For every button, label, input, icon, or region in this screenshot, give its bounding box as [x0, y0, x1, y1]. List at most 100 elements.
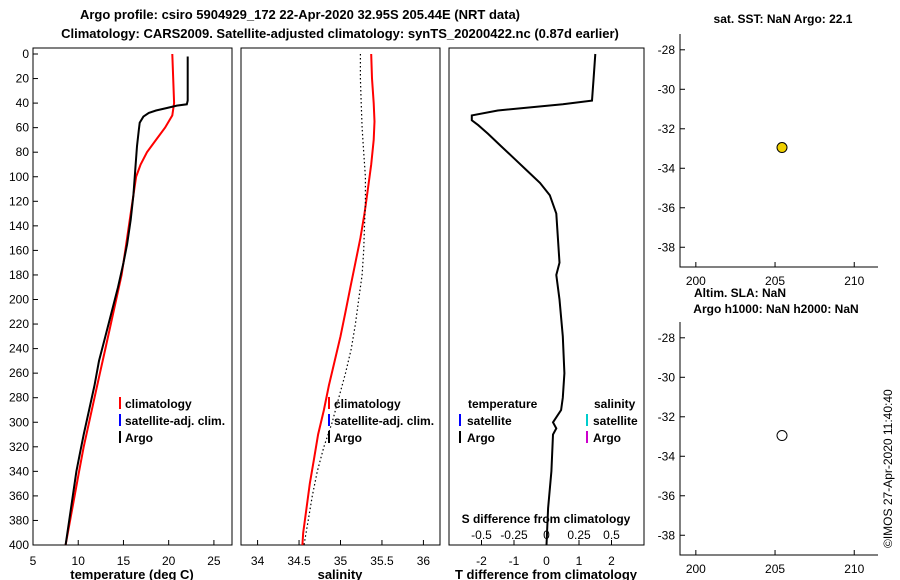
side-label: ©IMOS 27-Apr-2020 11:40:40 [881, 389, 895, 548]
x-tick-label: 2 [608, 554, 615, 568]
y-tick-label: 400 [9, 538, 29, 552]
s-tick-label: 0.25 [567, 528, 591, 542]
x-tick-label: -2 [476, 554, 487, 568]
y-tick-label: -38 [658, 528, 676, 542]
y-tick-label: -28 [658, 331, 676, 345]
temperature-legend: climatology satellite-adj. clim. Argo [119, 397, 225, 445]
profile-location-marker [776, 430, 788, 442]
y-tick-label: -34 [658, 161, 676, 175]
difference-panel: -2 -1 0 1 2-0.5 -0.25 0 0.25 0.5 temperature sat… [448, 47, 645, 580]
temperature-xlabel: temperature (deg C) [70, 567, 194, 580]
series-argo [303, 54, 366, 546]
x-tick-label: 5 [30, 554, 37, 568]
profile-location-marker [776, 142, 788, 154]
y-tick-label: 300 [9, 415, 29, 429]
x-tick-label: 205 [765, 562, 785, 576]
x-tick-label: 0 [543, 554, 550, 568]
series-climatology [301, 53, 376, 546]
y-tick-label: 20 [16, 72, 30, 86]
y-tick-label: 80 [16, 145, 30, 159]
difference-legend: temperature satellite Argo salinity sate… [459, 397, 638, 445]
sst-map-panel: sat. SST: NaN Argo: 22.1 -28 -30 -32 -34 -36… [658, 12, 878, 288]
x-tick-label: 15 [117, 554, 131, 568]
y-tick-label: 360 [9, 489, 29, 503]
salinity-axes [240, 47, 441, 546]
s-tick-label: 0.5 [603, 528, 620, 542]
y-tick-label: 0 [22, 47, 29, 61]
y-tick-label: 220 [9, 317, 29, 331]
y-tick-label: 380 [9, 513, 29, 527]
y-tick-label: 160 [9, 243, 29, 257]
s-tick-label: -0.5 [471, 528, 492, 542]
y-tick-label: -34 [658, 449, 676, 463]
sst-map-axes [679, 34, 878, 268]
x-tick-label: 20 [162, 554, 176, 568]
y-tick-label: 320 [9, 440, 29, 454]
legend-title-salinity: salinity [594, 397, 636, 411]
sla-map-panel: Altim. SLA: NaN Argo h1000: NaN h2000: N… [658, 286, 878, 576]
salinity-xlabel: salinity [318, 567, 364, 580]
legend-label-argo: Argo [125, 431, 153, 445]
temperature-axes [32, 47, 233, 546]
x-tick-label: 210 [844, 274, 864, 288]
sla-map-subtitle: Argo h1000: NaN h2000: NaN [693, 302, 858, 316]
temperature-panel: 0 20 40 60 80 100 120 140 160 180 200 220 240 260 280 3… [9, 47, 233, 580]
sst-map-title: sat. SST: NaN Argo: 22.1 [714, 12, 853, 26]
y-tick-label: -36 [658, 201, 676, 215]
y-tick-label: 280 [9, 391, 29, 405]
legend-label-satellite: satellite-adj. clim. [334, 414, 434, 428]
sla-map-title: Altim. SLA: NaN [694, 286, 786, 300]
y-tick-label: -36 [658, 489, 676, 503]
y-tick-label: -32 [658, 410, 676, 424]
x-tick-label: -1 [509, 554, 520, 568]
y-tick-label: 60 [16, 121, 30, 135]
s-tick-label: -0.25 [500, 528, 528, 542]
x-tick-label: 205 [765, 274, 785, 288]
legend-title-temperature: temperature [468, 397, 538, 411]
y-tick-label: 200 [9, 293, 29, 307]
x-tick-label: 200 [686, 562, 706, 576]
header-line1: Argo profile: csiro 5904929_172 22-Apr-2… [80, 7, 520, 22]
y-tick-label: 120 [9, 194, 29, 208]
x-tick-label: 36 [417, 554, 431, 568]
y-tick-label: -30 [658, 370, 676, 384]
salinity-legend: climatology satellite-adj. clim. Argo [328, 397, 434, 445]
x-tick-label: 25 [207, 554, 221, 568]
y-tick-label: 180 [9, 268, 29, 282]
x-tick-label: 1 [576, 554, 583, 568]
x-tick-label: 35 [334, 554, 348, 568]
legend-label-climatology: climatology [334, 397, 401, 411]
legend-label-t-argo: Argo [467, 431, 495, 445]
difference-axes [448, 47, 645, 546]
y-tick-label: 260 [9, 366, 29, 380]
legend-label-climatology: climatology [125, 397, 192, 411]
series-argo [64, 56, 189, 546]
x-tick-label: 35.5 [370, 554, 394, 568]
legend-label-t-satellite: satellite [467, 414, 512, 428]
sla-map-axes [679, 322, 878, 556]
x-tick-label: 200 [686, 274, 706, 288]
salinity-panel: 34 34.5 35 35.5 36 climatology satellite-adj… [240, 47, 441, 580]
y-tick-label: 240 [9, 342, 29, 356]
header-line2: Climatology: CARS2009. Satellite-adjuste… [61, 26, 619, 41]
difference-inner-label: S difference from climatology [462, 512, 631, 526]
legend-label-satellite: satellite-adj. clim. [125, 414, 225, 428]
series-climatology [64, 53, 176, 546]
x-tick-label: 10 [72, 554, 86, 568]
y-tick-label: 140 [9, 219, 29, 233]
y-tick-label: -30 [658, 82, 676, 96]
legend-label-s-argo: Argo [593, 431, 621, 445]
legend-label-argo: Argo [334, 431, 362, 445]
y-tick-label: -28 [658, 43, 676, 57]
y-tick-label: -38 [658, 240, 676, 254]
legend-label-s-satellite: satellite [593, 414, 638, 428]
y-tick-label: 40 [16, 96, 30, 110]
x-tick-label: 34.5 [287, 554, 311, 568]
series-t-difference-argo [470, 53, 597, 546]
y-tick-label: 340 [9, 464, 29, 478]
difference-xlabel: T difference from climatology [455, 567, 638, 580]
y-tick-label: -32 [658, 122, 676, 136]
x-tick-label: 210 [844, 562, 864, 576]
y-tick-label: 100 [9, 170, 29, 184]
